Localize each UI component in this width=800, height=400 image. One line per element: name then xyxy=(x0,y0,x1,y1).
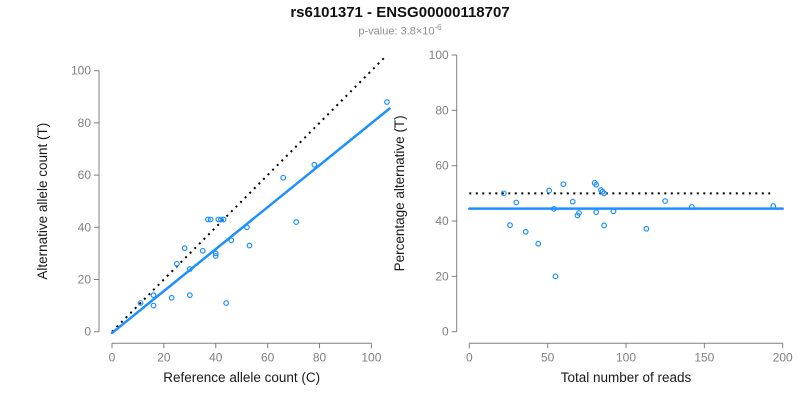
data-point xyxy=(576,210,582,216)
data-point xyxy=(552,273,559,280)
y-tick-label: 20 xyxy=(435,269,449,283)
data-point xyxy=(384,99,390,105)
data-point xyxy=(173,260,180,267)
y-tick-label: 60 xyxy=(78,168,92,182)
x-tick-label: 20 xyxy=(157,350,171,364)
data-point xyxy=(223,300,230,306)
y-axis-title: Percentage alternative (T) xyxy=(392,115,407,271)
data-point xyxy=(546,187,553,194)
data-point xyxy=(186,266,193,272)
data-point xyxy=(610,208,617,215)
data-point xyxy=(218,216,224,223)
data-point xyxy=(181,245,188,252)
plot-header: rs6101371 - ENSG00000118707 p-value: 3.8… xyxy=(0,4,800,39)
data-point xyxy=(220,216,227,223)
plot-title: rs6101371 - ENSG00000118707 xyxy=(290,4,510,21)
pvalue-text: p-value: 3.8×10 xyxy=(358,25,435,38)
data-point xyxy=(522,228,529,235)
data-point xyxy=(643,225,650,232)
y-tick-label: 60 xyxy=(435,159,449,173)
data-point xyxy=(150,292,157,299)
y-tick-label: 80 xyxy=(435,103,449,117)
data-point xyxy=(770,203,777,209)
data-point xyxy=(601,222,607,229)
data-point xyxy=(601,190,607,197)
y-tick-label: 40 xyxy=(435,214,449,228)
x-tick-label: 200 xyxy=(773,350,793,364)
data-point xyxy=(311,161,318,168)
y-tick-label: 100 xyxy=(429,48,449,62)
x-tick-label: 40 xyxy=(209,350,223,364)
data-point xyxy=(212,253,219,259)
x-tick-label: 50 xyxy=(541,350,555,364)
data-point xyxy=(150,302,157,309)
x-tick-label: 100 xyxy=(616,350,636,364)
x-tick-label: 80 xyxy=(313,350,327,364)
identity-line xyxy=(111,54,388,333)
panel-left: 0 20 40 60 80 100 Reference allele count (C) 0 2… xyxy=(35,54,391,385)
x-tick-label: 0 xyxy=(466,350,473,364)
data-point xyxy=(137,300,144,306)
data-point xyxy=(551,205,557,212)
x-tick-label: 60 xyxy=(261,350,275,364)
pvalue-exponent: -6 xyxy=(434,23,442,32)
regression-line xyxy=(110,107,391,335)
data-point xyxy=(593,181,600,188)
data-point xyxy=(513,199,520,206)
data-point xyxy=(246,242,253,249)
data-point xyxy=(280,174,287,181)
data-point xyxy=(662,198,669,204)
data-point xyxy=(593,209,600,216)
y-tick-label: 40 xyxy=(78,220,92,234)
x-tick-label: 150 xyxy=(694,350,714,364)
data-point xyxy=(500,190,507,197)
data-point xyxy=(688,204,695,210)
y-tick-label: 80 xyxy=(78,116,92,130)
plot-subtitle: p-value: 3.8×10-6 xyxy=(0,21,800,39)
data-point xyxy=(207,216,214,223)
x-tick-label: 0 xyxy=(109,350,116,364)
x-tick-label: 100 xyxy=(361,350,381,364)
y-tick-label: 0 xyxy=(442,325,449,339)
data-point xyxy=(212,250,219,257)
x-axis-title: Reference allele count (C) xyxy=(163,370,320,385)
y-axis-title: Alternative allele count (T) xyxy=(35,123,50,280)
data-point xyxy=(205,216,211,223)
y-tick-label: 0 xyxy=(84,325,91,339)
data-point xyxy=(199,247,206,254)
data-point xyxy=(569,198,576,205)
data-point xyxy=(186,292,193,299)
data-point xyxy=(293,219,300,225)
data-point xyxy=(507,222,513,229)
data-point xyxy=(228,237,235,244)
data-point xyxy=(560,181,567,188)
data-point xyxy=(243,224,250,231)
y-tick-label: 20 xyxy=(78,273,92,287)
x-axis-title: Total number of reads xyxy=(561,370,692,385)
y-tick-label: 100 xyxy=(71,64,91,78)
panel-right: 0 50 100 150 200 Total number of reads 0 20 40 60… xyxy=(392,48,793,385)
data-point xyxy=(535,240,542,247)
data-point xyxy=(168,294,175,301)
